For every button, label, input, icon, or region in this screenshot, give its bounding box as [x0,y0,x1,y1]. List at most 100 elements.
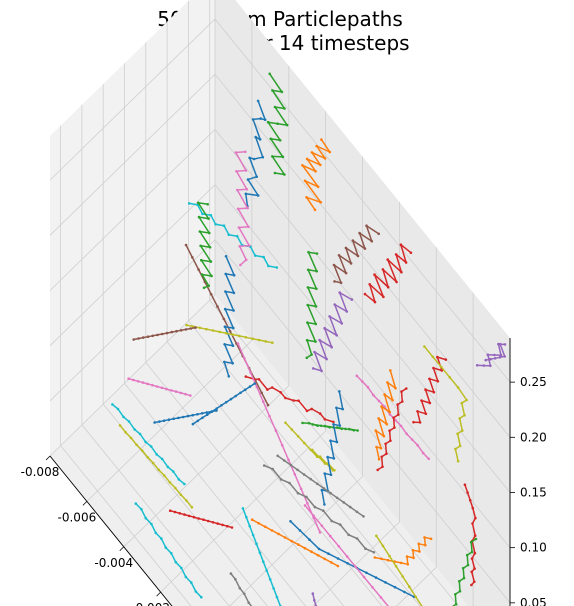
particle-point [184,575,188,579]
particle-point [251,118,255,121]
particle-point [172,470,175,473]
particle-point [345,310,349,313]
particle-point [127,377,130,381]
particle-path-line [364,243,412,303]
particle-point [338,424,342,427]
particle-path-40 [118,424,194,509]
particle-point [306,286,310,289]
particle-point [273,105,277,109]
particle-point [298,529,302,532]
particle-point [358,231,361,235]
particle-point [310,353,313,356]
particle-point [394,418,397,422]
particle-point [328,150,332,154]
particle-point [155,385,159,388]
particle-path-line [306,251,318,359]
particle-point [463,483,467,487]
particle-point [356,429,359,432]
particle-path-line [242,508,282,606]
particle-point [397,413,400,416]
particle-point [253,254,257,257]
particle-point [317,547,321,551]
particle-point [313,598,316,602]
particle-point [200,258,203,262]
y-gridline [166,21,383,606]
particle-point [417,542,421,546]
particle-point [335,334,339,337]
particle-point [264,340,268,343]
particle-point [232,326,235,330]
particle-point [180,329,183,332]
particle-point [421,451,425,455]
x-tick-label: -0.002 [131,601,170,606]
particle-point [196,419,199,423]
particle-point [158,420,161,423]
particle-point [244,169,248,172]
particle-point [184,392,187,396]
particle-point [222,224,226,227]
particle-point [150,522,153,526]
particle-point [328,426,332,429]
particle-point [284,421,287,425]
particle-point [473,580,476,584]
particle-point [207,217,210,220]
particle-point [349,262,353,265]
particle-point [381,465,384,469]
particle-point [279,478,283,481]
particle-path-line [374,370,397,460]
particle-point [205,327,208,331]
particle-point [196,201,200,205]
particle-point [489,357,492,361]
particle-path-line [321,391,344,505]
particle-point [151,334,154,338]
particle-point [247,244,251,247]
particle-point [170,330,174,334]
particle-point [215,407,218,410]
particle-point [323,503,326,506]
particle-point [191,255,194,259]
particle-point [350,298,354,301]
particle-point [245,188,249,191]
particle-point [305,356,309,360]
particle-point [155,453,158,456]
particle-point [246,206,249,210]
particle-point [386,381,389,384]
particle-point [183,482,186,486]
particle-point [386,258,390,261]
particle-point [468,499,472,502]
particle-point [129,436,133,440]
particle-point [232,291,236,295]
particle-point [140,449,144,452]
particle-point [196,413,199,416]
particle-point [198,230,202,233]
particle-point [221,523,224,527]
particle-point [333,303,337,306]
axes-ticks: -0.008-0.006-0.004-0.0020.0000.0020.0040… [21,375,547,606]
particle-path-35 [250,518,340,568]
particle-point [247,601,250,604]
particle-point [318,412,322,415]
particle-point [271,467,275,471]
particle-point [175,329,178,333]
particle-point [283,107,286,110]
particle-point [335,406,338,410]
particle-point [318,338,321,342]
x-tick-mark [119,546,125,552]
particle-path-17 [412,355,448,424]
particle-point [389,439,392,443]
particle-point [200,595,203,599]
particle-point [243,356,246,360]
particle-point [236,342,240,345]
particle-path-30 [303,504,389,606]
particle-point [338,523,342,526]
y-gridline [81,104,230,606]
particle-point [412,556,415,560]
particle-point [280,90,284,94]
z-tick-label: 0.25 [520,375,547,389]
particle-point [296,435,300,438]
particle-point [250,518,254,521]
particle-point [399,424,403,428]
particle-point [418,550,421,553]
particle-path-line [119,424,193,508]
particle-point [414,595,418,599]
